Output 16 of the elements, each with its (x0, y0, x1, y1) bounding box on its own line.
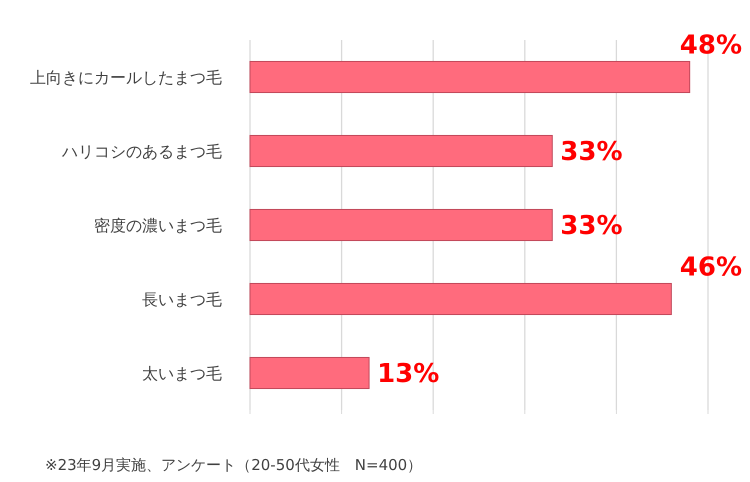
text: ※23年9月実施、アンケート（20-50代女性 N=400） (45, 456, 422, 474)
data-label: 46% (680, 252, 742, 282)
bar (250, 282, 672, 316)
bar (250, 134, 553, 168)
bar (250, 356, 370, 390)
data-label: 48% (680, 30, 742, 60)
y-tick-label: ハリコシのあるまつ毛 (61, 142, 222, 161)
y-tick-label: 長いまつ毛 (142, 290, 222, 309)
y-tick-label: 上向きにカールしたまつ毛 (30, 68, 222, 87)
data-label: 33% (560, 211, 623, 241)
bar (250, 208, 553, 242)
data-label: 13% (377, 359, 440, 389)
data-label: 33% (560, 137, 623, 167)
bar (250, 60, 690, 94)
y-tick-label: 密度の濃いまつ毛 (94, 216, 222, 235)
y-tick-label: 太いまつ毛 (142, 364, 222, 383)
